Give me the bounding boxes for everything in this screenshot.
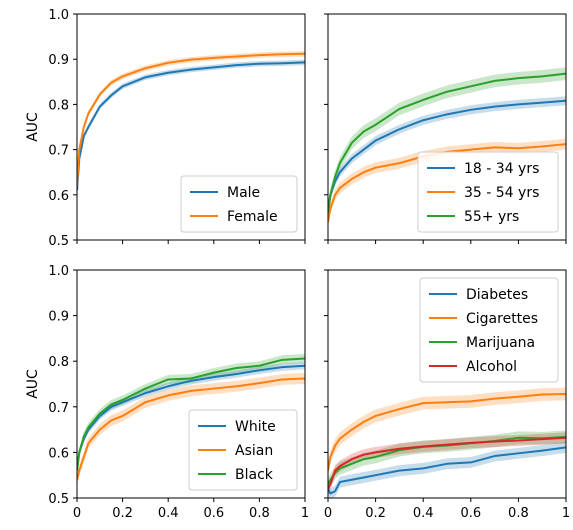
legend: 18 - 34 yrs 35 - 54 yrs 55+ yrs	[417, 151, 559, 233]
series-line	[328, 72, 566, 214]
legend-label: Marijuana	[466, 335, 535, 351]
panel-data	[77, 51, 305, 193]
x-tick-label: 0.4	[413, 506, 434, 521]
axes-frame	[327, 13, 567, 241]
y-tick-label: 0.8	[48, 355, 69, 370]
y-tick-label: 0.6	[48, 446, 69, 461]
x-tick-label: 0.6	[460, 506, 481, 521]
y-tick-label: 0.7	[48, 144, 69, 159]
legend: Diabetes Cigarettes Marijuana Alcohol	[419, 277, 559, 383]
panel-bottom-right: 0 0.2 0.4 0.6 0.8 1 Diabetes Cigarettes Marijuan…	[324, 269, 570, 521]
series-line	[77, 52, 305, 186]
x-tick-label: 0	[73, 506, 81, 521]
panel-bottom-left: 0.5 0.6 0.7 0.8 0.9 1.0 0 0.2 0.4 0.6 0.8 1 AUC White…	[25, 264, 309, 521]
legend-box	[188, 409, 298, 491]
legend-label: Female	[227, 209, 278, 225]
legend-label: Asian	[235, 443, 273, 459]
axes-frame	[76, 13, 306, 241]
x-tick-label: 0.8	[249, 506, 270, 521]
legend-label: 55+ yrs	[464, 209, 519, 225]
y-tick-label: 0.6	[48, 189, 69, 204]
y-tick-label: 0.9	[48, 310, 69, 325]
x-tick-label: 0.6	[203, 506, 224, 521]
panel-top-right: 18 - 34 yrs 35 - 54 yrs 55+ yrs	[324, 13, 567, 244]
y-tick-label: 0.5	[48, 492, 69, 507]
panel-data	[77, 353, 305, 486]
panel-top-left: 0.5 0.6 0.7 0.8 0.9 1.0 AUC Male Female	[25, 8, 306, 249]
series-line	[328, 99, 566, 214]
y-axis-label: AUC	[25, 112, 41, 142]
series-line	[77, 357, 305, 471]
x-tick-label: 0.4	[158, 506, 179, 521]
series-band	[328, 432, 566, 495]
x-tick-label: 1	[562, 506, 570, 521]
series-band	[328, 430, 566, 491]
legend-label: Alcohol	[466, 359, 517, 375]
series-line	[328, 436, 566, 490]
series-band	[328, 387, 566, 478]
legend-label: Black	[235, 467, 274, 483]
legend: Male Female	[180, 175, 298, 233]
series-line	[328, 446, 566, 495]
legend-label: 18 - 34 yrs	[464, 161, 539, 177]
y-tick-label: 1.0	[48, 264, 69, 279]
axes-frame	[76, 269, 306, 499]
series-band	[328, 138, 566, 228]
panel-data	[328, 387, 566, 498]
legend-box	[417, 151, 559, 233]
legend-box	[419, 277, 559, 383]
legend-label: Male	[227, 185, 260, 201]
y-tick-label: 0.5	[48, 234, 69, 249]
series-line	[77, 364, 305, 471]
legend-label: Diabetes	[466, 287, 528, 303]
x-tick-label: 0	[324, 506, 332, 521]
series-line	[77, 61, 305, 191]
series-line	[328, 435, 566, 485]
y-axis-label: AUC	[25, 369, 41, 399]
legend-box	[180, 175, 298, 233]
y-tick-label: 0.7	[48, 401, 69, 416]
axes-frame	[327, 269, 567, 499]
series-line	[77, 377, 305, 481]
x-tick-label: 0.2	[112, 506, 133, 521]
series-line	[328, 143, 566, 223]
x-tick-label: 0.2	[365, 506, 386, 521]
series-band	[77, 373, 305, 486]
series-band	[328, 67, 566, 220]
series-band	[77, 59, 305, 193]
y-tick-label: 0.8	[48, 98, 69, 113]
legend-label: Cigarettes	[466, 311, 538, 327]
series-band	[328, 441, 566, 498]
legend-label: 35 - 54 yrs	[464, 185, 539, 201]
legend: White Asian Black	[188, 409, 298, 491]
panel-data	[328, 67, 566, 228]
x-tick-label: 0.8	[508, 506, 529, 521]
series-line	[328, 393, 566, 471]
x-tick-label: 1	[301, 506, 309, 521]
legend-label: White	[235, 419, 276, 435]
y-tick-label: 1.0	[48, 8, 69, 23]
y-tick-label: 0.9	[48, 53, 69, 68]
